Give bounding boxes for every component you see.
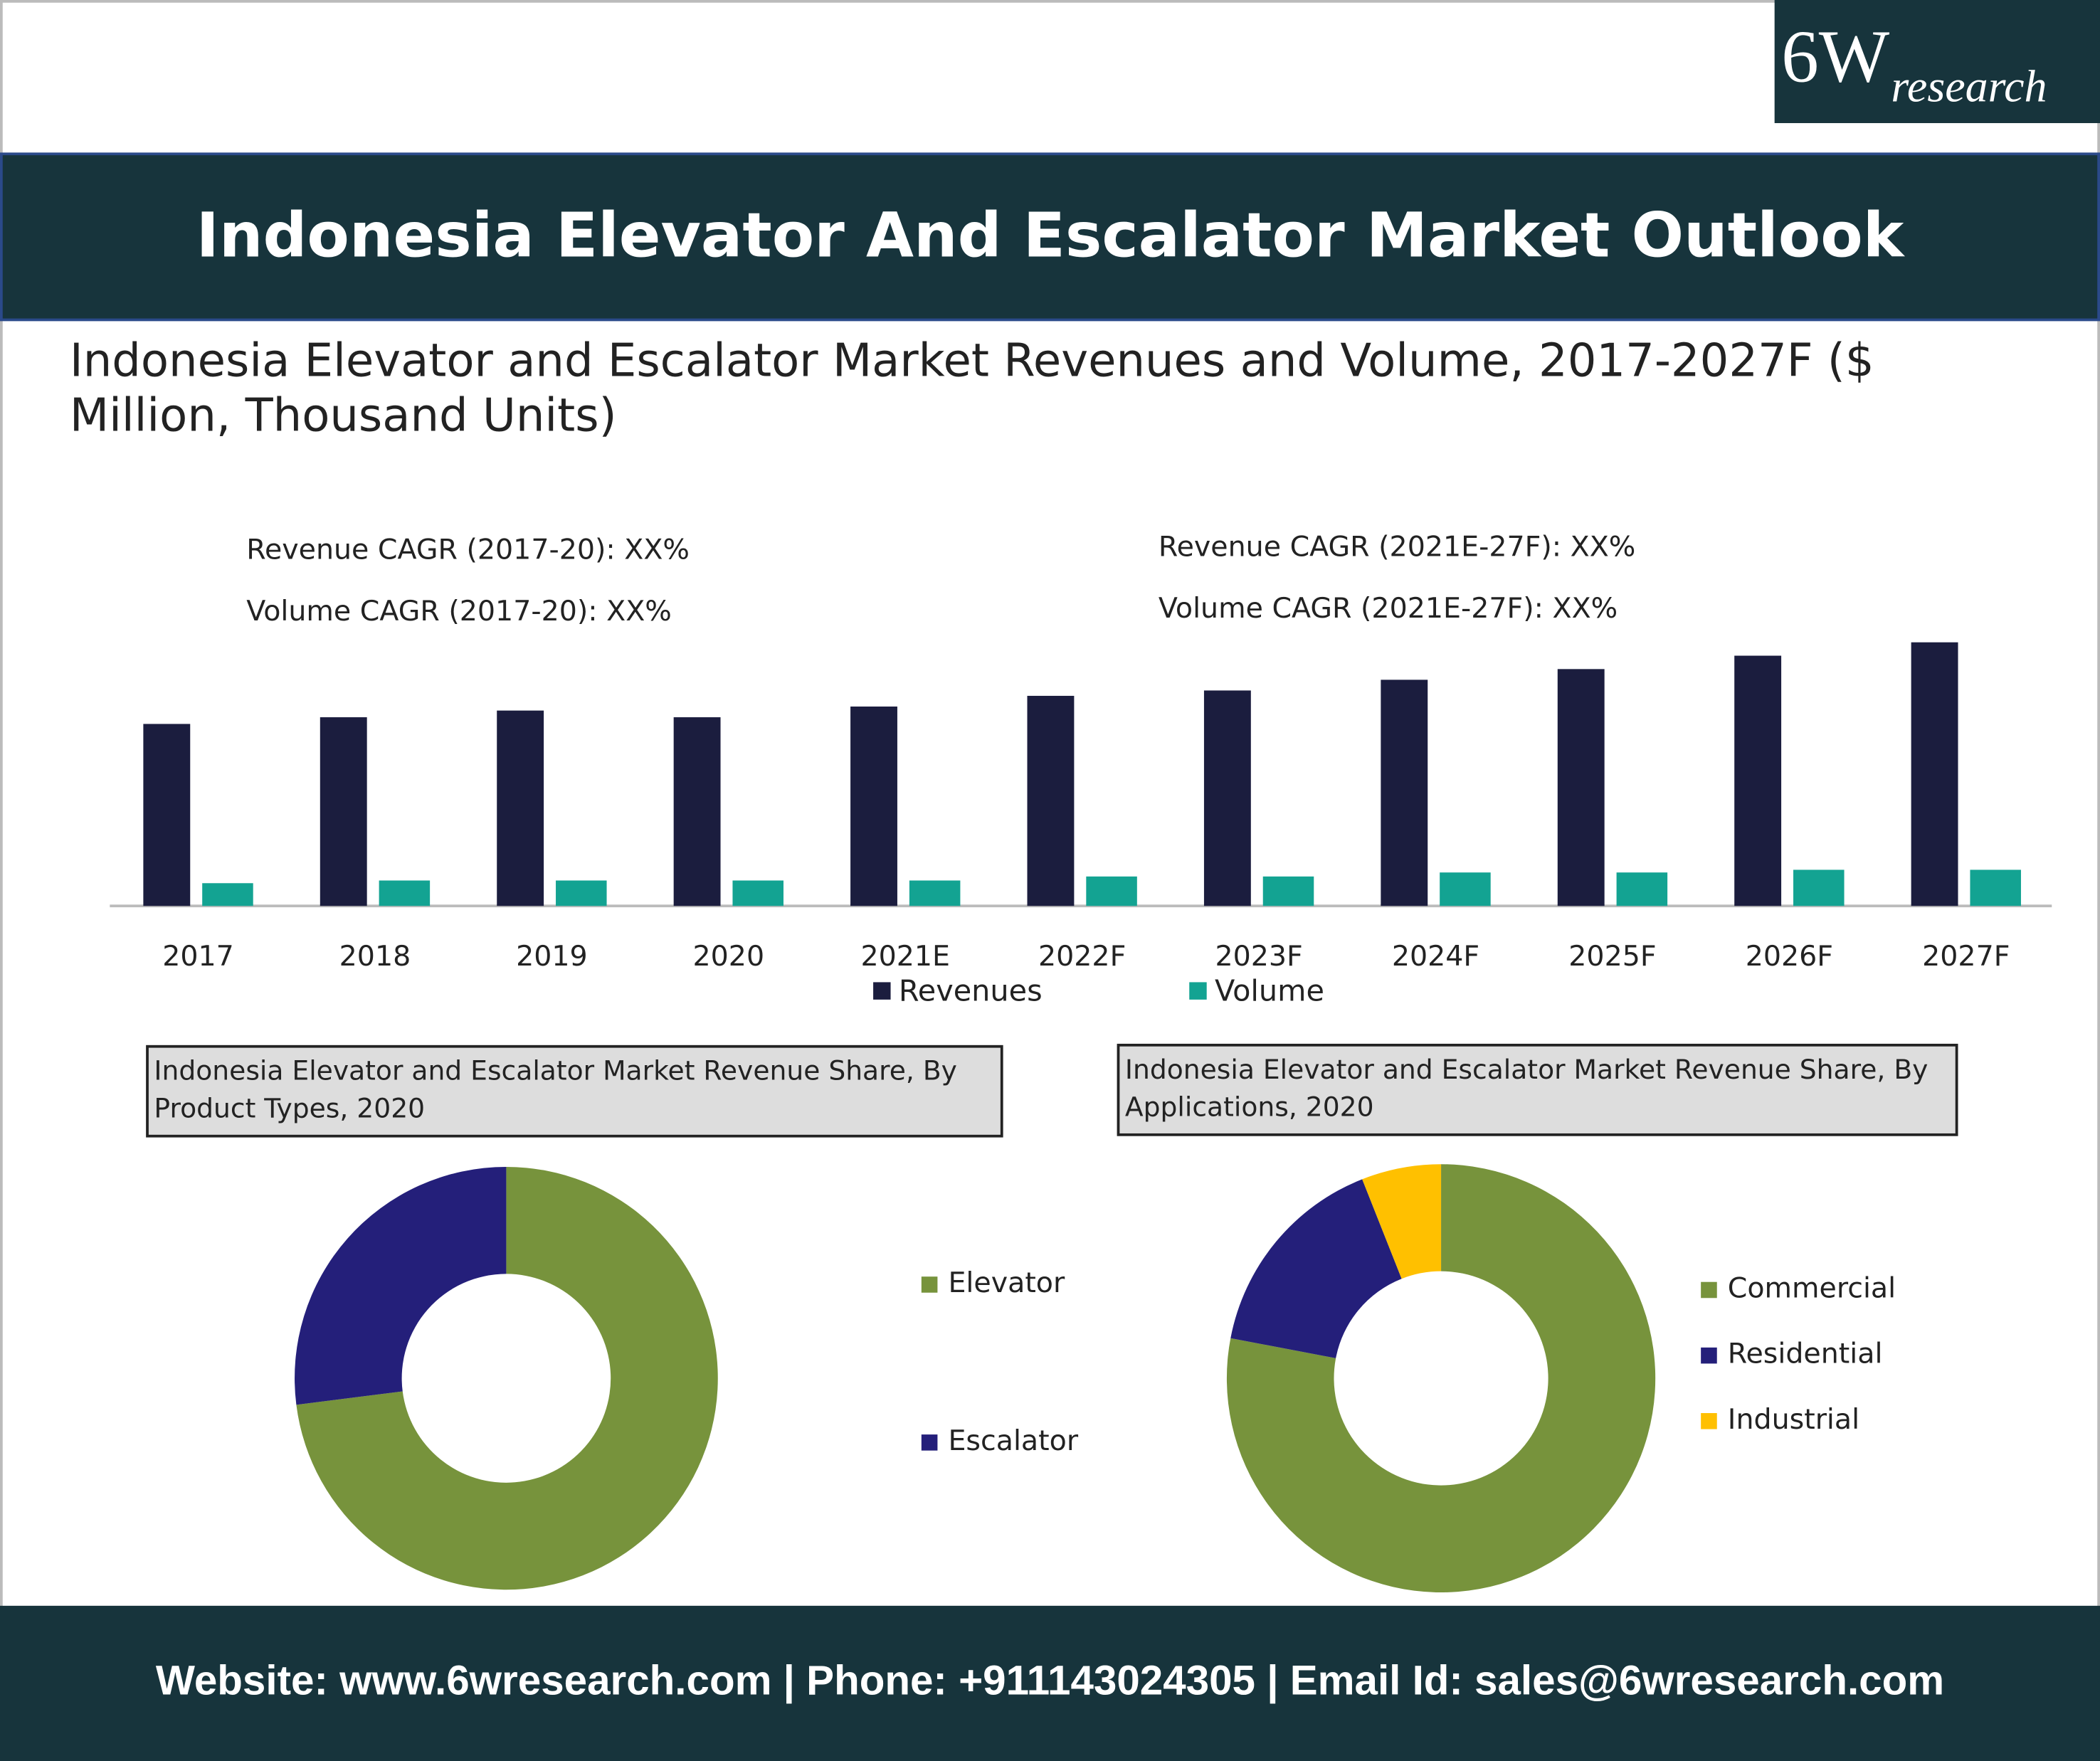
- annotation: Volume CAGR (2021E-27F): XX%: [1159, 592, 1618, 625]
- x-tick-label: 2027F: [1922, 940, 2010, 973]
- chart-title-box: [146, 1045, 1003, 1138]
- bar: [1262, 876, 1314, 906]
- x-tick-label: 2018: [339, 940, 411, 973]
- chart-title: Indonesia Elevator and Escalator Market …: [154, 1054, 957, 1124]
- bar: [850, 707, 897, 906]
- legend-swatch: [1701, 1281, 1717, 1299]
- legend-label: Revenues: [899, 973, 1043, 1008]
- donut-slice: [295, 1166, 507, 1405]
- chart-title-wrap: Indonesia Elevator and Escalator Market …: [1124, 1053, 1928, 1123]
- chart-title-wrap: Indonesia Elevator and Escalator Market …: [154, 1054, 957, 1124]
- x-tick-label: 2023F: [1215, 940, 1302, 973]
- bar: [1793, 869, 1845, 906]
- header-band: [0, 152, 2100, 322]
- logo-box: [1774, 0, 2100, 124]
- bar: [320, 717, 367, 906]
- x-tick-label: 2020: [693, 940, 765, 973]
- legend-swatch: [921, 1434, 938, 1451]
- bar: [1911, 642, 1958, 906]
- x-tick-label: 2024F: [1392, 940, 1479, 973]
- bar: [732, 880, 783, 906]
- annotation: Volume CAGR (2017-20): XX%: [246, 595, 672, 628]
- bar: [143, 724, 191, 906]
- bar: [1027, 695, 1075, 906]
- bar: [1734, 655, 1782, 906]
- chart-title-wrap: Indonesia Elevator and Escalator Market …: [69, 334, 1874, 443]
- chart-title-box: [1117, 1043, 1958, 1136]
- x-tick-label: 2017: [162, 940, 234, 973]
- bar: [1557, 669, 1605, 906]
- legend-swatch: [1189, 982, 1207, 1000]
- logo-mark: 6W: [1781, 14, 1890, 97]
- chart-title: Indonesia Elevator and Escalator Market …: [69, 334, 1874, 443]
- bar: [1203, 690, 1251, 906]
- legend-label: Industrial: [1728, 1403, 1859, 1436]
- legend-label: Escalator: [948, 1424, 1078, 1457]
- bar: [379, 880, 431, 906]
- bar: [202, 883, 253, 906]
- footer-text: Website: www.6wresearch.com | Phone: +91…: [156, 1657, 1944, 1704]
- annotation: Revenue CAGR (2021E-27F): XX%: [1159, 531, 1635, 564]
- bar: [1616, 872, 1668, 906]
- header-title: Indonesia Elevator And Escalator Market …: [196, 201, 1906, 272]
- x-tick-label: 2021E: [860, 940, 950, 973]
- legend-swatch: [1701, 1413, 1717, 1429]
- logo-word: research: [1891, 61, 2047, 112]
- legend-label: Elevator: [948, 1266, 1065, 1299]
- bar: [556, 880, 607, 906]
- footer-band: [0, 1605, 2100, 1761]
- legend-label: Residential: [1728, 1338, 1883, 1370]
- legend-swatch: [873, 982, 891, 1000]
- bar: [497, 710, 544, 906]
- annotation: Revenue CAGR (2017-20): XX%: [246, 533, 690, 566]
- legend-swatch: [921, 1276, 938, 1293]
- bar: [909, 880, 961, 906]
- x-tick-label: 2025F: [1568, 940, 1656, 973]
- legend-label: Commercial: [1728, 1272, 1896, 1305]
- bar: [1381, 679, 1428, 906]
- x-tick-label: 2019: [516, 940, 588, 973]
- legend-label: Volume: [1215, 973, 1324, 1008]
- chart-title: Indonesia Elevator and Escalator Market …: [1124, 1053, 1928, 1123]
- x-tick-label: 2022F: [1038, 940, 1126, 973]
- bar: [1086, 876, 1137, 906]
- bar: [1970, 869, 2021, 906]
- donut-slice: [1362, 1164, 1442, 1279]
- legend-swatch: [1701, 1347, 1717, 1364]
- bar: [673, 717, 721, 906]
- donut-slice: [1226, 1164, 1656, 1593]
- donut-slice: [296, 1166, 718, 1590]
- x-tick-label: 2026F: [1746, 940, 1833, 973]
- bar: [1440, 872, 1491, 906]
- donut-slice: [1230, 1179, 1402, 1358]
